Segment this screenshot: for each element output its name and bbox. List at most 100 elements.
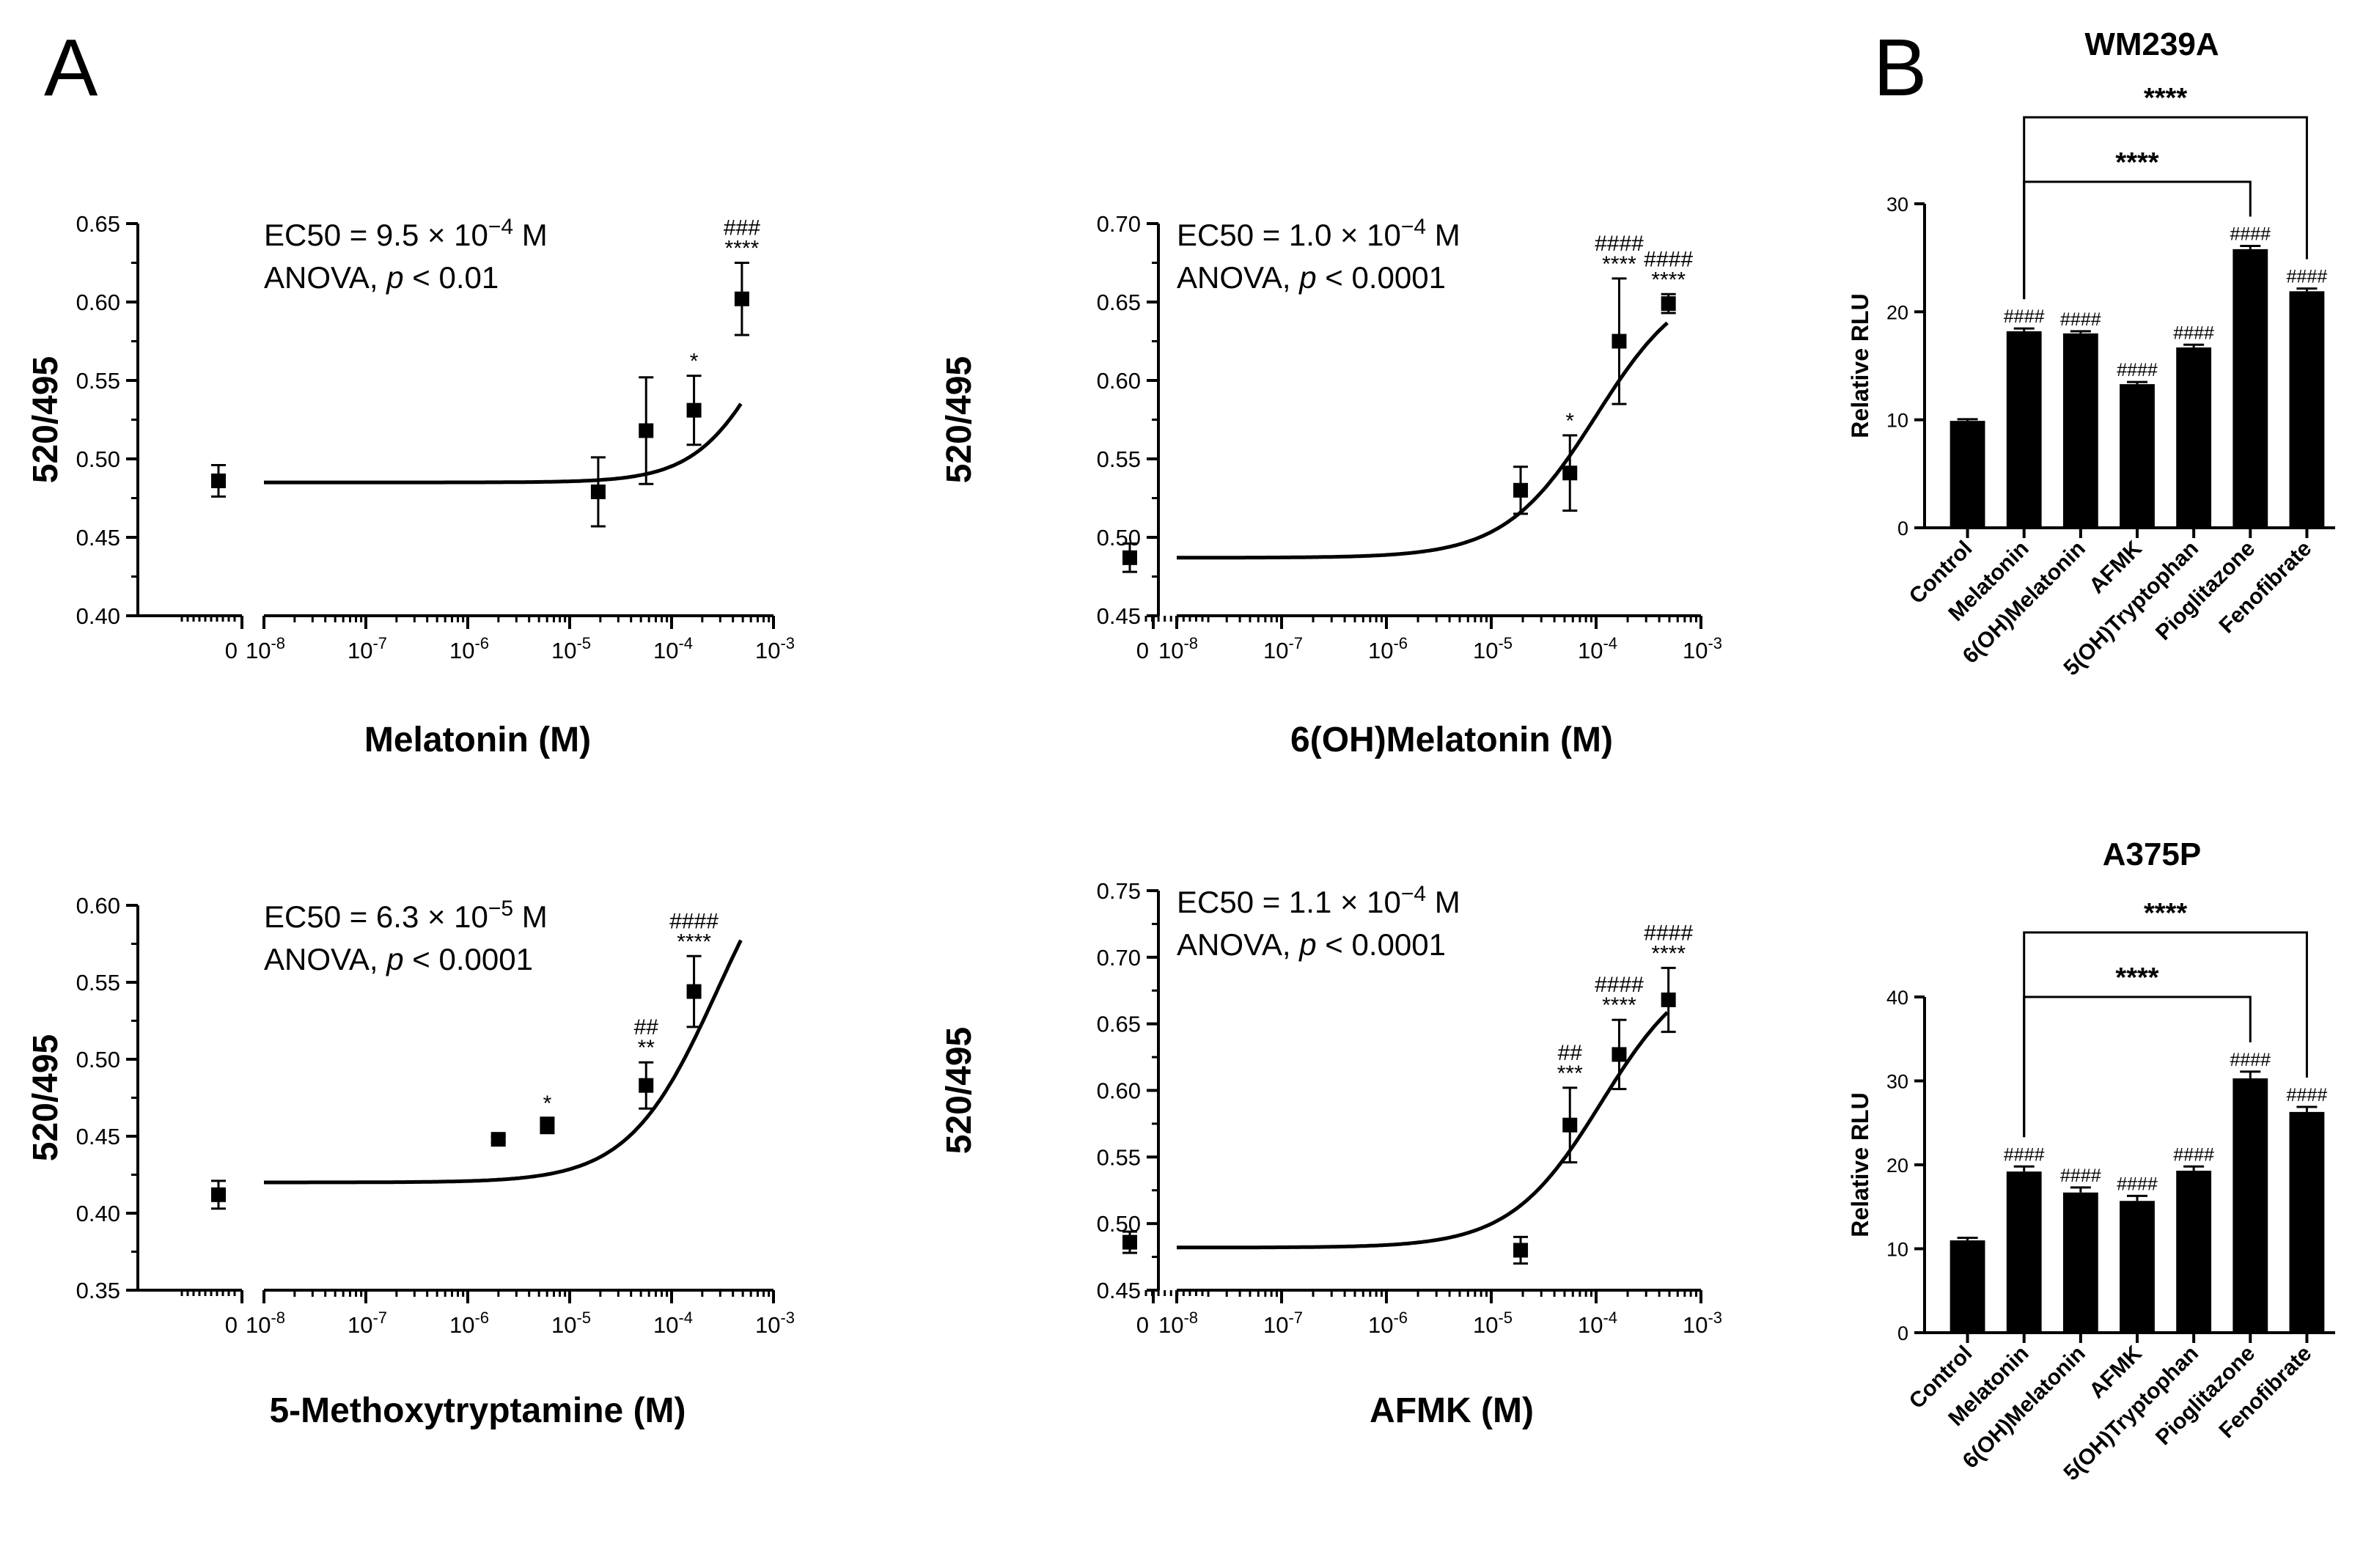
data-point-marker xyxy=(540,1118,555,1133)
fitted-curve xyxy=(1177,1011,1669,1250)
x-tick-label: 10-4 xyxy=(653,634,693,663)
y-axis-label: 520/495 xyxy=(26,1034,65,1162)
x-tick-label: 10-5 xyxy=(1473,634,1513,663)
bar-afmk xyxy=(2120,384,2155,528)
anova-annotation: ANOVA, p < 0.0001 xyxy=(1177,927,1446,962)
y-tick-label: 0.75 xyxy=(1097,878,1141,904)
significance-stars: **** xyxy=(677,930,711,954)
x-tick-label-zero: 0 xyxy=(1136,1312,1149,1338)
bar-chart-title: A375P xyxy=(2103,836,2202,872)
dose-response-chart-5-methoxytryptamine: 0.35 0.40 0.45 0.50 0.55 0.60 520/495 0 10-8 10-7… xyxy=(26,893,795,1430)
y-tick-label: 0.50 xyxy=(1097,1211,1141,1237)
data-point-marker xyxy=(734,291,749,306)
bracket-stars: **** xyxy=(2144,898,2187,929)
bar-hash-marks: #### xyxy=(2173,323,2214,343)
y-tick-label: 0.55 xyxy=(1097,446,1141,472)
y-tick-label: 30 xyxy=(1886,1071,1908,1093)
data-point-marker xyxy=(490,1132,506,1147)
x-tick-label-zero: 0 xyxy=(225,1312,238,1338)
bar-6-oh-melatonin xyxy=(2062,1192,2098,1333)
y-tick-label: 10 xyxy=(1886,410,1908,432)
bracket-stars: **** xyxy=(2115,962,2158,993)
significance-hashes: #### xyxy=(669,909,719,933)
bar-hash-marks: #### xyxy=(2117,1174,2158,1194)
data-point-marker xyxy=(686,984,702,999)
y-tick-label: 0.65 xyxy=(1097,1012,1141,1037)
x-tick-label: 10-8 xyxy=(1158,634,1198,663)
dose-response-chart-melatonin: 0.40 0.45 0.50 0.55 0.60 0.65 520/495 0 10-8 10-7… xyxy=(26,211,795,759)
x-axis-label: AFMK (M) xyxy=(1370,1391,1534,1430)
panel-letter-a: A xyxy=(44,23,98,113)
bar-control xyxy=(1949,421,1985,528)
panel-letter-b: B xyxy=(1873,23,1927,113)
x-tick-label: 10-7 xyxy=(348,1308,387,1338)
y-tick-label: 0.70 xyxy=(1097,945,1141,971)
x-tick-label: 10-3 xyxy=(1683,1308,1722,1338)
bar-pioglitazone xyxy=(2232,1078,2268,1333)
bar-hash-marks: #### xyxy=(2287,1085,2328,1105)
y-tick-label: 0.40 xyxy=(76,1201,120,1226)
data-point-marker xyxy=(1612,334,1627,349)
y-tick-label: 0 xyxy=(1897,1322,1908,1344)
significance-stars: *** xyxy=(1557,1061,1583,1086)
data-point-marker xyxy=(639,423,654,438)
x-tick-label: 10-6 xyxy=(1368,634,1408,663)
x-tick-label-zero: 0 xyxy=(1136,638,1149,663)
y-tick-label: 40 xyxy=(1886,987,1908,1009)
x-tick-label: 10-3 xyxy=(1683,634,1722,663)
y-axis-label: 520/495 xyxy=(940,356,979,484)
y-tick-label: 0.65 xyxy=(76,211,120,237)
y-tick-label: 0.45 xyxy=(1097,603,1141,629)
x-axis-label: Melatonin (M) xyxy=(364,721,591,759)
x-tick-label: 10-7 xyxy=(1263,1308,1303,1338)
x-tick-label: 10-4 xyxy=(653,1308,693,1338)
control-point-marker xyxy=(1122,1234,1137,1250)
x-tick-label: 10-4 xyxy=(1578,1308,1617,1338)
data-point-marker xyxy=(1562,1117,1578,1133)
data-point-marker xyxy=(686,402,702,418)
y-tick-label: 0.70 xyxy=(1097,211,1141,237)
bar-melatonin xyxy=(2006,331,2042,528)
data-point-marker xyxy=(1661,296,1676,312)
significance-hashes: #### xyxy=(1644,247,1693,271)
x-tick-label: 10-7 xyxy=(1263,634,1303,663)
x-tick-label: 10-3 xyxy=(755,1308,795,1338)
control-point-marker xyxy=(211,473,226,488)
x-tick-label: 10-3 xyxy=(755,634,795,663)
significance-bracket xyxy=(2023,180,2252,300)
x-tick-label: 10-8 xyxy=(246,634,285,663)
significance-stars: **** xyxy=(1602,993,1636,1017)
bracket-stars: **** xyxy=(2144,83,2187,114)
significance-hashes: #### xyxy=(1595,232,1644,256)
ec50-annotation: EC50 = 6.3 × 10−5 M xyxy=(264,897,548,934)
bar-afmk xyxy=(2120,1201,2155,1333)
y-tick-label: 0.60 xyxy=(1097,1078,1141,1104)
significance-hashes: ## xyxy=(634,1015,659,1039)
dose-response-chart-6oh-melatonin: 0.45 0.50 0.55 0.60 0.65 0.70 520/495 0 10-8 10-7… xyxy=(940,211,1722,759)
y-tick-label: 0 xyxy=(1897,518,1908,540)
y-tick-label: 0.45 xyxy=(76,1124,120,1149)
bar-melatonin xyxy=(2006,1171,2042,1333)
fitted-curve xyxy=(1177,321,1669,560)
x-tick-label: 10-5 xyxy=(551,1308,591,1338)
data-point-marker xyxy=(1513,482,1529,498)
bar-hash-marks: #### xyxy=(2004,1144,2045,1165)
bar-hash-marks: #### xyxy=(2060,1166,2101,1186)
anova-annotation: ANOVA, p < 0.0001 xyxy=(264,942,533,976)
control-point-marker xyxy=(1122,550,1137,565)
y-tick-label: 0.45 xyxy=(76,525,120,551)
bar-6-oh-melatonin xyxy=(2062,333,2098,528)
x-tick-label: 10-5 xyxy=(1473,1308,1513,1338)
y-tick-label: 10 xyxy=(1886,1239,1908,1261)
significance-stars: **** xyxy=(1651,268,1686,292)
y-tick-label: 0.40 xyxy=(76,603,120,629)
bar-5-oh-tryptophan xyxy=(2176,347,2212,528)
x-tick-label: 10-6 xyxy=(449,1308,489,1338)
ec50-annotation: EC50 = 9.5 × 10−4 M xyxy=(264,215,548,252)
x-axis-label: 6(OH)Melatonin (M) xyxy=(1290,721,1613,759)
fitted-curve xyxy=(264,402,743,485)
significance-hashes: #### xyxy=(1644,921,1693,945)
